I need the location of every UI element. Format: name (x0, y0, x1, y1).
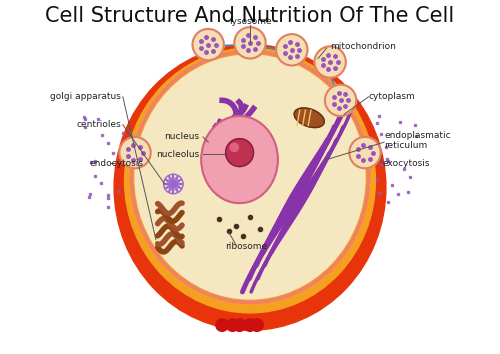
Text: lysosome: lysosome (228, 17, 272, 27)
Text: exocytosis: exocytosis (382, 159, 430, 167)
Circle shape (226, 139, 254, 166)
Ellipse shape (135, 55, 365, 299)
Circle shape (234, 27, 266, 58)
Circle shape (230, 143, 238, 152)
Circle shape (216, 319, 228, 331)
Circle shape (325, 85, 356, 116)
Circle shape (234, 319, 246, 331)
Text: nucleus: nucleus (164, 132, 200, 142)
Circle shape (350, 137, 380, 168)
Text: golgi apparatus: golgi apparatus (50, 92, 121, 101)
Text: cytoplasm: cytoplasm (368, 92, 415, 101)
Circle shape (192, 29, 224, 60)
Ellipse shape (201, 116, 278, 203)
Text: endoplasmatic
reticulum: endoplasmatic reticulum (384, 131, 451, 150)
Circle shape (226, 319, 239, 331)
Circle shape (276, 34, 308, 65)
Circle shape (167, 178, 179, 190)
Text: centrioles: centrioles (76, 120, 121, 129)
Ellipse shape (294, 108, 324, 127)
Text: Cell Structure And Nutrition Of The Cell: Cell Structure And Nutrition Of The Cell (46, 6, 455, 26)
Text: ribosome: ribosome (226, 242, 268, 251)
Circle shape (120, 137, 150, 168)
Circle shape (244, 319, 256, 331)
Text: mitochondrion: mitochondrion (330, 42, 396, 51)
Circle shape (314, 46, 346, 78)
Text: nucleolus: nucleolus (156, 150, 200, 159)
Ellipse shape (114, 45, 386, 330)
Text: endocytosis: endocytosis (90, 159, 144, 167)
Circle shape (250, 319, 263, 331)
Ellipse shape (124, 48, 376, 313)
